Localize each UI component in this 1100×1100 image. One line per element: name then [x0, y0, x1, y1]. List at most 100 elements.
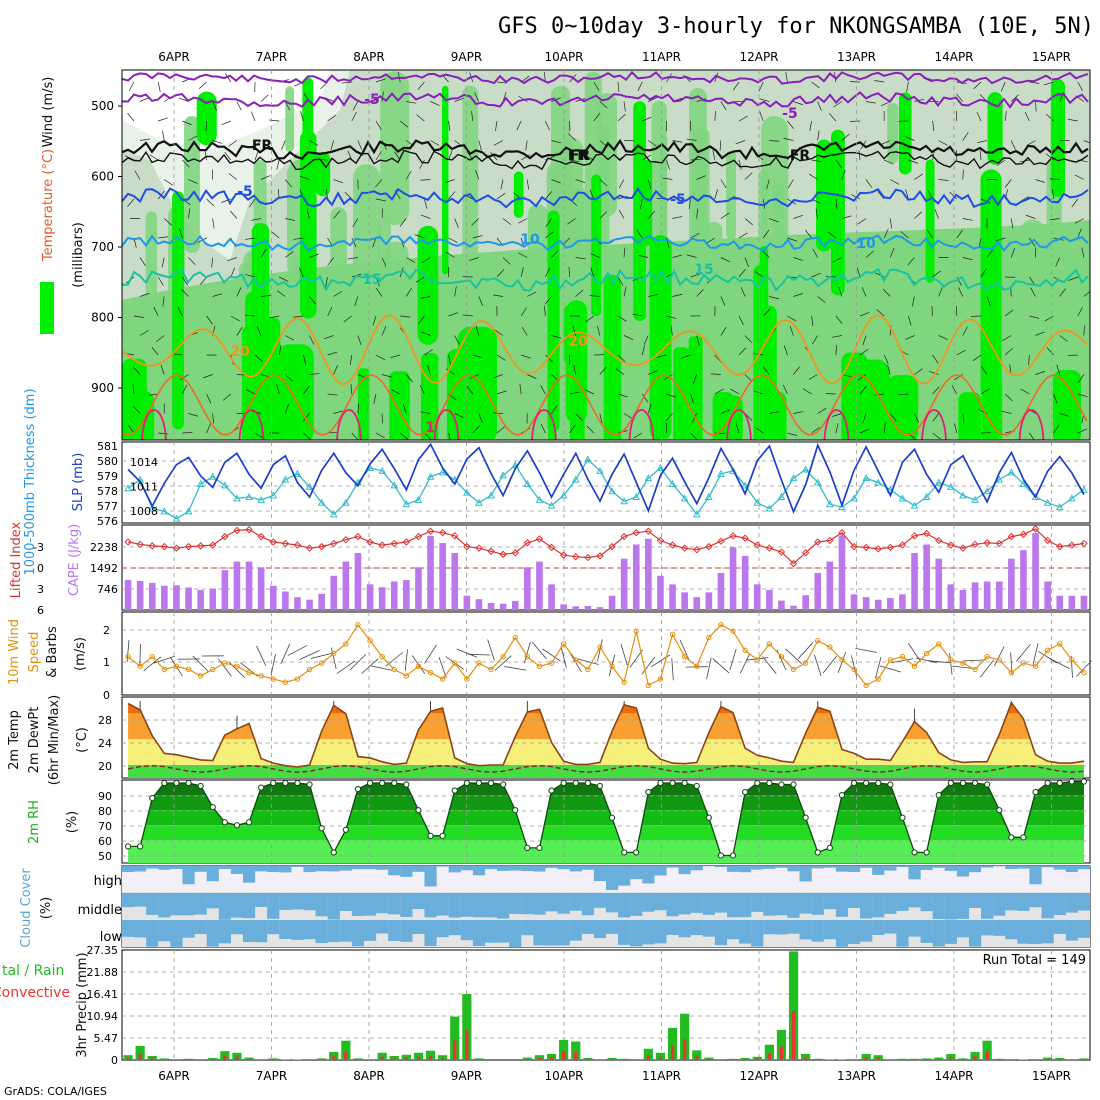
wind10m-point — [536, 663, 543, 669]
cape-bar — [572, 606, 580, 610]
upper-wind-barb — [769, 218, 779, 223]
wind10m-point — [125, 653, 131, 660]
cape-bar — [330, 575, 338, 610]
rh2m-point — [451, 787, 458, 794]
thickness-point — [680, 494, 689, 502]
upper-wind-barb — [811, 159, 822, 163]
lifted-index-point — [366, 538, 374, 546]
contour-label: -5 — [237, 184, 253, 200]
rh2m-point — [173, 779, 180, 787]
cloud-cover-bar — [1077, 893, 1091, 911]
wind10m-barb — [993, 646, 1005, 667]
cape-bar — [124, 580, 132, 610]
precip-total-bar — [813, 1058, 823, 1060]
cloud-cover-bar — [158, 893, 171, 918]
upper-wind-barb — [139, 292, 150, 297]
precip-total-bar — [607, 1057, 617, 1060]
upper-wind-barb — [495, 120, 498, 131]
wind10m-barb — [762, 656, 777, 674]
upper-wind-barb — [914, 98, 925, 102]
upper-wind-barb — [227, 257, 237, 262]
rh2m-point — [1020, 834, 1027, 841]
cloud-cover-bar — [1077, 920, 1091, 938]
upper-wind-barb — [1035, 331, 1045, 336]
upper-wind-barb — [206, 198, 215, 207]
cloud-cover-bar — [956, 893, 970, 919]
upper-wind-barb — [494, 140, 504, 146]
upper-wind-barb — [1029, 315, 1040, 319]
cloud-cover-bar — [448, 893, 461, 918]
wind10m-barb — [712, 658, 730, 674]
rh-lowlevel-patch — [981, 377, 1003, 440]
upper-wind-barb — [151, 347, 159, 356]
upper-wind-barb — [691, 413, 697, 423]
cloud-cover-bar — [521, 920, 534, 936]
precip-convective-bar — [779, 1046, 784, 1060]
lifted-axis-label: Lifted Index — [9, 521, 24, 598]
rh2m-point — [197, 782, 204, 790]
upper-wind-barb — [856, 267, 861, 278]
upper-wind-barb — [643, 335, 649, 345]
lifted-index-point — [342, 535, 350, 544]
cape-bar — [887, 598, 894, 610]
upper-wind-barb — [617, 354, 626, 363]
thickness-point — [1080, 485, 1088, 493]
rh2m-point — [608, 814, 616, 821]
upper-wind-barb — [1010, 140, 1016, 150]
upper-wind-barb — [527, 374, 537, 379]
precip-total-bar — [304, 1059, 315, 1060]
cape-bar — [475, 599, 483, 610]
upper-wind-barb — [540, 385, 546, 395]
upper-wind-barb — [815, 208, 818, 219]
rh2m-point — [1032, 788, 1039, 796]
upper-wind-barb — [128, 81, 135, 91]
precip-total-bar — [413, 1052, 424, 1060]
cape-bar — [245, 561, 253, 610]
lifted-index-point — [705, 542, 713, 551]
thickness-point — [692, 510, 701, 518]
rh2m-point — [826, 844, 833, 852]
wind10m-barb — [855, 648, 878, 653]
wind10m-point — [972, 666, 978, 673]
thickness-point — [402, 500, 411, 508]
wind10m-barb — [371, 665, 393, 671]
precip-total-bar — [450, 1016, 460, 1060]
wind10m-label-3: & Barbs — [45, 626, 60, 678]
cloud-cover-bar — [315, 920, 328, 944]
cloud-cover-bar — [327, 866, 340, 872]
upper-wind-barb — [666, 159, 670, 170]
upper-wind-barb — [1083, 140, 1090, 144]
upper-wind-barb — [248, 198, 256, 208]
precip-convective-bar — [537, 1057, 542, 1060]
upper-wind-barb — [615, 368, 625, 375]
precip-convective-bar — [767, 1053, 771, 1060]
upper-wind-barb — [586, 425, 595, 434]
cape-bar — [947, 584, 955, 610]
rh2m-point — [681, 779, 688, 787]
rh2m-point — [524, 844, 531, 852]
date-label-bottom: 7APR — [256, 1069, 287, 1083]
precip-convective-bar — [1082, 1059, 1086, 1060]
upper-wind-barb — [454, 413, 464, 418]
upper-wind-barb — [932, 386, 940, 395]
upper-wind-barb — [883, 423, 886, 434]
upper-wind-barb — [381, 91, 384, 102]
cloud-cover-bar — [605, 920, 619, 934]
cloud-cover-bar — [860, 866, 873, 868]
cape-bar — [874, 599, 882, 610]
cloud-cover-bar — [751, 893, 764, 912]
upper-wind-barb — [850, 194, 861, 200]
rh-lowlevel-patch — [457, 326, 498, 440]
cloud-cover-bar — [678, 920, 691, 938]
upper-wind-barb — [390, 354, 401, 359]
cloud-cover-bar — [618, 866, 631, 886]
wind10m-point — [694, 663, 700, 669]
wind10m-point — [585, 666, 591, 673]
upper-wind-barb — [188, 257, 196, 266]
upper-wind-barb — [589, 189, 595, 200]
wind10m-barb — [385, 652, 404, 667]
upper-wind-barb — [293, 237, 304, 240]
upper-wind-barb — [182, 120, 192, 126]
rh2m-point — [342, 826, 349, 833]
cape-bar — [366, 584, 374, 610]
